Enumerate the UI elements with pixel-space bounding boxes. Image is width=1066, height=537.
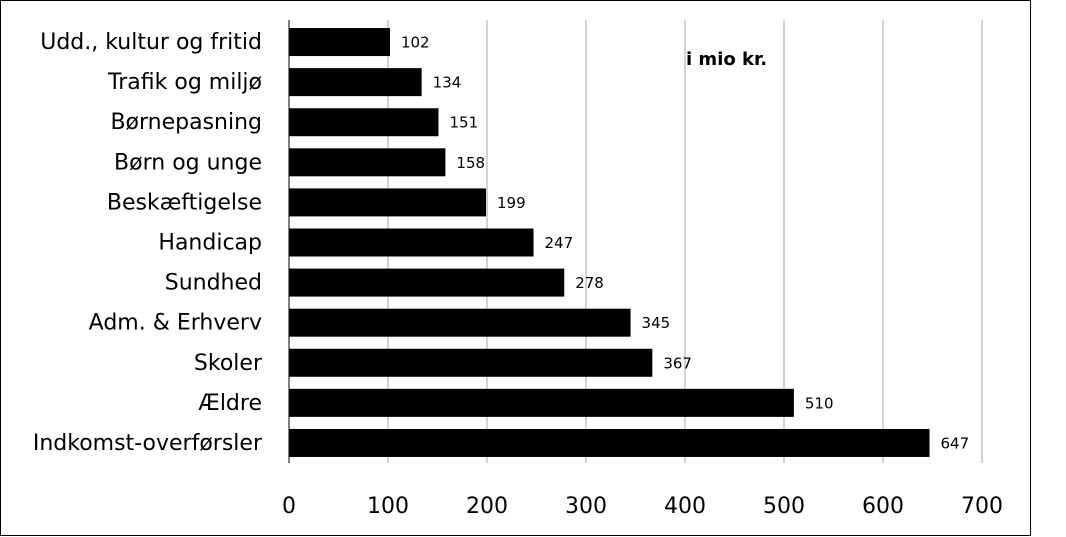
x-tick-label: 600 <box>862 494 904 519</box>
value-label: 510 <box>805 394 834 412</box>
bar <box>289 28 390 57</box>
y-tick-label: Ældre <box>198 391 262 416</box>
value-label: 647 <box>941 434 970 452</box>
value-label: 134 <box>433 74 462 92</box>
x-tick-label: 300 <box>565 494 607 519</box>
y-tick-label: Børnepasning <box>110 110 262 135</box>
value-label: 158 <box>456 154 485 172</box>
y-tick-label: Beskæftigelse <box>107 190 262 215</box>
value-label: 345 <box>642 314 671 332</box>
y-tick-label: Adm. & Erhverv <box>89 311 262 336</box>
bar <box>289 188 487 217</box>
bar <box>289 108 439 137</box>
annotation: i mio kr. <box>686 49 767 70</box>
x-tick-label: 100 <box>367 494 409 519</box>
value-label: 367 <box>663 354 692 372</box>
x-tick-label: 500 <box>763 494 805 519</box>
bar <box>289 308 631 337</box>
y-tick-label: Udd., kultur og fritid <box>40 30 262 55</box>
y-tick-label: Sundhed <box>165 271 262 296</box>
value-label: 247 <box>545 234 574 252</box>
bar <box>289 68 422 97</box>
bar <box>289 148 446 177</box>
x-tick-label: 700 <box>961 494 1003 519</box>
bar <box>289 428 930 457</box>
y-tick-label: Skoler <box>194 351 263 376</box>
value-label: 278 <box>575 274 604 292</box>
value-label: 199 <box>497 194 526 212</box>
value-label: 151 <box>449 114 478 132</box>
bar <box>289 388 794 417</box>
y-tick-label: Børn og unge <box>114 150 262 175</box>
y-tick-label: Handicap <box>158 231 262 256</box>
y-tick-label: Indkomst-overførsler <box>33 431 263 456</box>
bar <box>289 348 653 377</box>
x-tick-label: 0 <box>282 494 296 519</box>
x-tick-label: 200 <box>466 494 508 519</box>
value-label: 102 <box>401 34 430 52</box>
bar <box>289 228 534 257</box>
bar <box>289 268 565 297</box>
y-tick-label: Trafik og miljø <box>107 70 262 95</box>
x-tick-label: 400 <box>664 494 706 519</box>
